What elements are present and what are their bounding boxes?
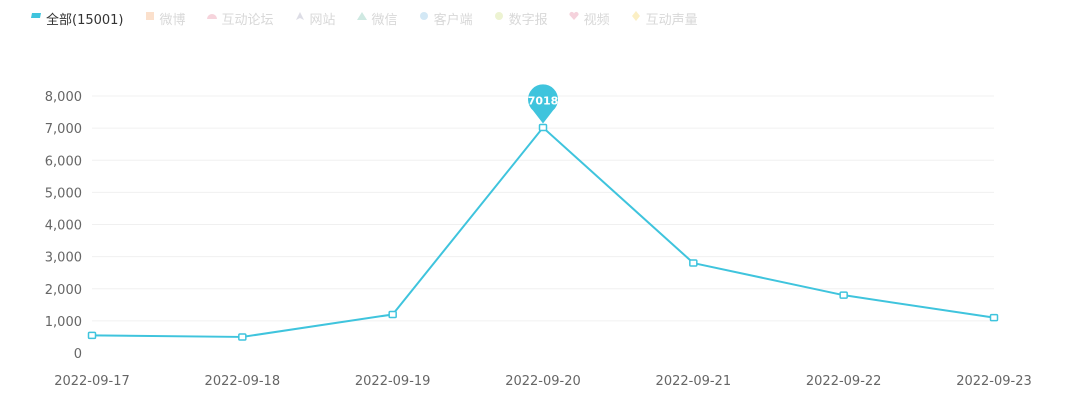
caret-icon xyxy=(294,10,306,26)
y-tick-label: 2,000 xyxy=(45,283,82,298)
y-tick-label: 3,000 xyxy=(45,251,82,266)
triangle-icon xyxy=(356,10,368,26)
heart-icon xyxy=(568,10,580,26)
grid-lines xyxy=(92,95,994,322)
legend-item-label: 视频 xyxy=(583,12,610,28)
circle-icon xyxy=(418,10,430,26)
legend: 全部(15001) 微博 互动论坛 网站 微信 客户端 数字报 视频 互动声量 xyxy=(30,8,718,28)
legend-item-label: 网站 xyxy=(309,12,336,28)
x-tick-label: 2022-09-21 xyxy=(656,374,732,389)
series-layer xyxy=(91,126,995,338)
data-point[interactable] xyxy=(238,333,247,341)
rect-icon xyxy=(30,10,42,26)
series-line xyxy=(91,126,995,338)
data-point[interactable] xyxy=(989,313,999,322)
markpoint-pin xyxy=(528,84,559,124)
x-tick-label: 2022-09-17 xyxy=(54,374,130,389)
square-icon xyxy=(144,10,156,26)
markpoint: 7018 xyxy=(528,84,559,124)
y-tick-label: 0 xyxy=(74,347,82,362)
data-point[interactable] xyxy=(689,259,698,267)
legend-item[interactable]: 互动声量 xyxy=(630,9,698,28)
legend-item[interactable]: 微信 xyxy=(356,9,398,28)
x-axis-labels: 2022-09-17 2022-09-18 2022-09-19 2022-09-20… xyxy=(54,374,1032,389)
data-points xyxy=(87,123,999,341)
y-tick-label: 8,000 xyxy=(45,90,82,105)
legend-item[interactable]: 全部(15001) xyxy=(30,9,124,28)
data-point[interactable] xyxy=(839,291,848,299)
legend-item-label: 微博 xyxy=(159,12,186,28)
diamond-icon xyxy=(630,10,642,26)
y-axis-labels: 0 1,000 2,000 3,000 4,000 5,000 6,000 7,000 8,00… xyxy=(45,90,82,362)
x-tick-label: 2022-09-18 xyxy=(205,374,281,389)
legend-item[interactable]: 客户端 xyxy=(418,9,473,28)
markpoint-label: 7018 xyxy=(528,95,559,108)
legend-item-label: 全部(15001) xyxy=(46,12,124,28)
circle-icon xyxy=(493,10,505,26)
legend-item-label: 微信 xyxy=(371,12,398,28)
x-tick-label: 2022-09-22 xyxy=(806,374,882,389)
legend-item-label: 数字报 xyxy=(508,12,548,28)
data-point[interactable] xyxy=(388,310,397,319)
x-tick-label: 2022-09-23 xyxy=(956,374,1032,389)
y-tick-label: 7,000 xyxy=(45,122,82,137)
data-point[interactable] xyxy=(538,123,548,132)
y-tick-label: 6,000 xyxy=(45,154,82,169)
legend-item[interactable]: 微博 xyxy=(144,9,186,28)
legend-item[interactable]: 网站 xyxy=(294,9,336,28)
legend-item-label: 互动声量 xyxy=(645,12,698,28)
y-tick-label: 4,000 xyxy=(45,219,82,234)
legend-item-label: 客户端 xyxy=(433,12,473,28)
data-point[interactable] xyxy=(87,331,97,340)
legend-item-label: 互动论坛 xyxy=(221,12,274,28)
x-tick-label: 2022-09-19 xyxy=(355,374,431,389)
legend-item[interactable]: 互动论坛 xyxy=(206,9,274,28)
y-tick-label: 5,000 xyxy=(45,186,82,201)
half-circle-icon xyxy=(206,10,218,26)
legend-item[interactable]: 数字报 xyxy=(493,9,548,28)
y-tick-label: 1,000 xyxy=(45,315,82,330)
x-tick-label: 2022-09-20 xyxy=(505,374,581,389)
legend-item[interactable]: 视频 xyxy=(568,9,610,28)
